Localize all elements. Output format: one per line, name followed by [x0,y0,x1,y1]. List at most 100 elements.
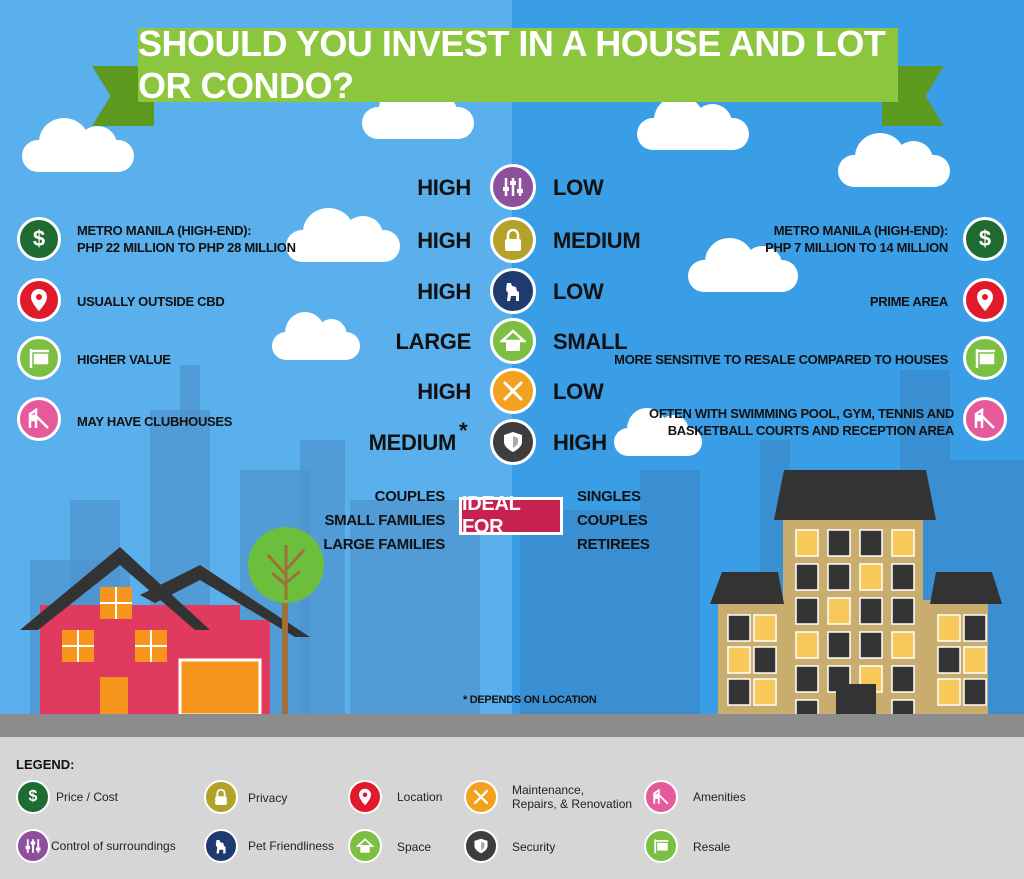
list-item: COUPLES [577,512,648,529]
legend-label-pet: Pet Friendliness [248,839,335,853]
playground-icon [17,397,61,441]
control-of-surroundings-icon [490,164,536,210]
condo-window [795,699,819,716]
dollar-icon: $ [17,217,61,261]
condo-price-text: METRO MANILA (HIGH-END): PHP 7 MILLION T… [765,223,948,255]
house-amenities-text: MAY HAVE CLUBHOUSES [77,414,233,429]
skyline-building [640,470,700,720]
house-pet-value: HIGH [417,279,471,304]
condo-window [937,614,961,642]
cloud [637,95,749,150]
location-pin-icon [17,278,61,322]
legend-label-space: Space [397,840,432,854]
cloud [22,117,134,172]
condo-window [963,646,987,674]
house-price-text: METRO MANILA (HIGH-END): PHP 22 MILLION … [77,223,296,255]
tools-icon [464,780,498,814]
legend-label-control: Control of surroundings [51,839,176,853]
condo-privacy-value: MEDIUM [553,228,641,253]
condo-window [827,563,851,591]
house-illustration [20,527,324,717]
infographic-canvas: SHOULD YOU INVEST IN A HOUSE AND LOT OR … [0,0,1024,737]
condo-window [827,631,851,659]
legend-label-resale: Resale [693,840,731,854]
house-control-value: HIGH [417,175,471,200]
house-security-value: MEDIUM [368,430,457,455]
legend-label-price: Price / Cost [56,790,119,804]
dog-icon [204,829,238,863]
condo-window [727,646,751,674]
condo-window [891,665,915,693]
legend-label-amenities: Amenities [693,790,746,804]
condo-window [727,614,751,642]
title-banner: SHOULD YOU INVEST IN A HOUSE AND LOT OR … [138,23,898,106]
condo-maintenance-value: LOW [553,379,604,404]
legend-label-privacy: Privacy [248,791,288,805]
cloud [688,237,798,292]
condo-window [795,563,819,591]
list-item: COUPLES [374,488,446,505]
list-item: SINGLES [577,488,641,505]
playground-icon [963,397,1007,441]
house-location-text: USUALLY OUTSIDE CBD [77,294,225,309]
cloud [272,312,360,360]
legend-title: LEGEND: [16,757,75,772]
legend-label-security: Security [512,840,556,854]
condo-window [963,614,987,642]
condo-control-value: LOW [553,175,604,200]
condo-window [859,563,883,591]
cloud [286,207,400,262]
condo-resale-text: MORE SENSITIVE TO RESALE COMPARED TO HOU… [614,352,948,367]
condo-window [937,646,961,674]
for-sale-sign-icon [17,336,61,380]
condo-pet-value: LOW [553,279,604,304]
condo-window [795,631,819,659]
list-item: RETIREES [577,536,650,553]
list-item: LARGE FAMILIES [323,536,445,553]
list-item: SMALL FAMILIES [324,512,445,529]
footnote-text: * DEPENDS ON LOCATION [463,694,597,706]
condo-space-value: SMALL [553,329,628,354]
condo-window [891,529,915,557]
condo-illustration [710,470,1002,716]
for-sale-sign-icon [963,336,1007,380]
condo-window [891,597,915,625]
pet-dog-icon [490,268,536,314]
dollar-icon: $ [16,780,50,814]
house-icon [348,829,382,863]
condo-ideal-for-list: SINGLES COUPLES RETIREES [577,485,650,557]
page-title: SHOULD YOU INVEST IN A HOUSE AND LOT OR … [138,23,886,106]
privacy-lock-icon [490,217,536,263]
cloud [362,84,474,139]
condo-amenities-text: OFTEN WITH SWIMMING POOL, GYM, TENNIS AN… [649,406,954,438]
sliders-icon [16,829,50,863]
condo-window [859,529,883,557]
skyline-building [180,365,200,425]
house-privacy-value: HIGH [417,228,471,253]
security-footnote-marker: * [459,418,468,443]
lock-icon [204,780,238,814]
house-ideal-for-list: COUPLES SMALL FAMILIES LARGE FAMILIES [323,485,445,557]
house-maintenance-value: HIGH [417,379,471,404]
ideal-for-badge: IDEAL FOR [459,493,563,538]
shield-icon [464,829,498,863]
security-shield-icon [490,419,536,465]
cloud [614,408,702,456]
for-sale-sign-icon [644,829,678,863]
condo-window [827,597,851,625]
location-pin-icon [348,780,382,814]
ground-strip [0,714,1024,737]
cloud [838,132,950,187]
maintenance-tools-icon [490,368,536,414]
house-resale-text: HIGHER VALUE [77,352,171,367]
condo-window [891,699,915,716]
condo-window [827,529,851,557]
condo-window [963,678,987,706]
condo-window [795,597,819,625]
skyline-building [520,510,640,720]
condo-window [753,646,777,674]
legend-label-location: Location [397,790,443,804]
space-house-icon [490,318,536,364]
house-space-value: LARGE [395,329,471,354]
condo-window [891,631,915,659]
